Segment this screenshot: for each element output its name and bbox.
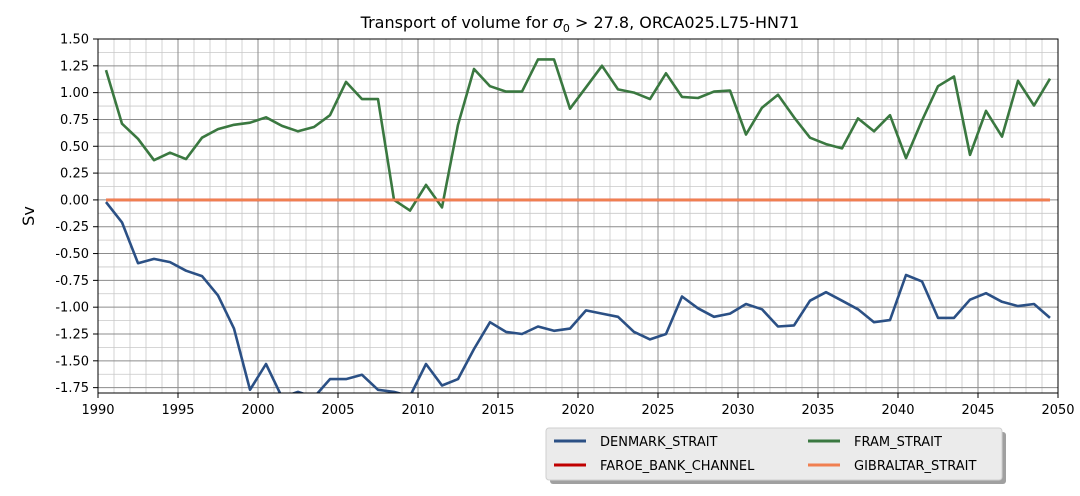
y-tick-label: 0.50	[60, 140, 89, 155]
y-tick-label: 0.00	[60, 193, 89, 208]
legend: DENMARK_STRAIT FRAM_STRAIT FAROE_BANK_CHAN…	[545, 427, 1006, 484]
x-tick-label: 2030	[721, 403, 754, 418]
legend-label-faroe-bank-channel: FAROE_BANK_CHANNEL	[600, 459, 755, 474]
x-tick-label: 2025	[641, 403, 674, 418]
x-tick-label: 2050	[1041, 403, 1074, 418]
y-tick-label: -0.75	[55, 274, 89, 289]
x-tick-label: 2000	[241, 403, 274, 418]
x-tick-label: 2035	[801, 403, 834, 418]
x-tick-label: 2010	[401, 403, 434, 418]
series-line-fram-strait	[104, 58, 1052, 212]
y-tick-label: 1.25	[60, 59, 89, 74]
y-tick-label: 0.25	[60, 167, 89, 182]
title-rest: > 27.8, ORCA025.L75-HN71	[570, 13, 799, 32]
legend-label-denmark-strait: DENMARK_STRAIT	[600, 435, 718, 450]
legend-label-gibraltar-strait: GIBRALTAR_STRAIT	[854, 459, 976, 474]
y-axis-label: Sv	[19, 206, 38, 226]
y-tick-label: -0.25	[55, 220, 89, 235]
x-tick-label: 2015	[481, 403, 514, 418]
title-main: Transport of volume for	[360, 13, 553, 32]
series-layer	[104, 58, 1052, 393]
x-tick-label: 2045	[961, 403, 994, 418]
y-tick-label: -1.25	[55, 328, 89, 343]
y-tick-label: -1.00	[55, 301, 89, 316]
legend-label-fram-strait: FRAM_STRAIT	[854, 435, 942, 450]
y-tick-label: -1.75	[55, 381, 89, 396]
x-tick-label: 2040	[881, 403, 914, 418]
y-tick-label: -0.50	[55, 247, 89, 262]
y-tick-label: 0.75	[60, 113, 89, 128]
x-tick-label: 2005	[321, 403, 354, 418]
title-sigma: σ	[553, 13, 564, 32]
x-tick-label: 1995	[161, 403, 194, 418]
x-tick-label: 1990	[81, 403, 114, 418]
y-tick-label: 1.50	[60, 33, 89, 48]
axis-ticks: 1990 1995 2000 2005 2010 2015 2020 2025 2030 2035…	[55, 33, 1074, 419]
chart-title: Transport of volume for σ0 > 27.8, ORCA0…	[360, 13, 800, 35]
y-tick-label: -1.50	[55, 354, 89, 369]
legend-box	[545, 427, 1003, 481]
y-tick-label: 1.00	[60, 86, 89, 101]
x-tick-label: 2020	[561, 403, 594, 418]
title-subscript: 0	[563, 22, 570, 35]
series-line-denmark-strait	[104, 201, 1051, 393]
